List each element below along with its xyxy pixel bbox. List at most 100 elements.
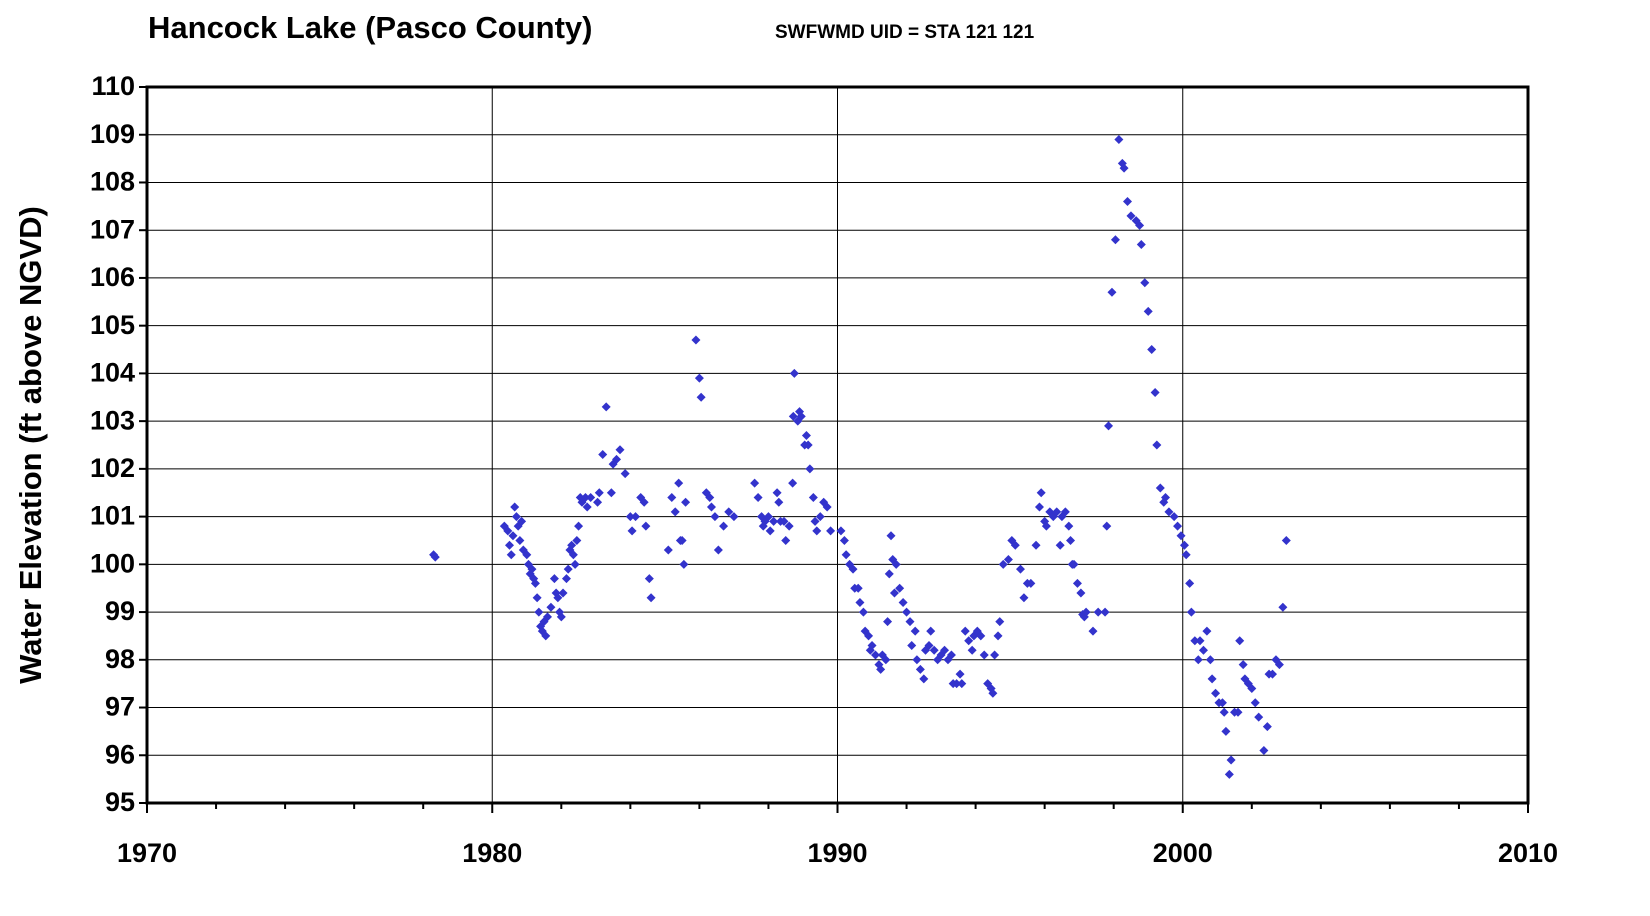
data-point [553, 593, 563, 603]
data-point [568, 550, 578, 560]
data-point [853, 583, 863, 593]
data-point [1019, 593, 1029, 603]
data-point [729, 512, 739, 522]
data-point [567, 540, 577, 550]
data-point [541, 631, 551, 641]
data-point [574, 521, 584, 531]
data-point [796, 411, 806, 421]
data-point [784, 521, 794, 531]
data-point [1160, 493, 1170, 503]
data-point [1164, 507, 1174, 517]
data-point [674, 478, 684, 488]
data-point [808, 493, 818, 503]
data-point [670, 507, 680, 517]
data-point [1123, 197, 1133, 207]
data-point [789, 368, 799, 378]
data-point [993, 631, 1003, 641]
data-point [1233, 707, 1243, 717]
data-point [1179, 540, 1189, 550]
data-point [646, 593, 656, 603]
data-point [1114, 135, 1124, 145]
data-point [542, 612, 552, 622]
y-tick-label: 99 [105, 596, 135, 626]
data-point [677, 535, 687, 545]
data-point [679, 559, 689, 569]
data-point [710, 512, 720, 522]
data-point [1110, 235, 1120, 245]
data-point [1034, 502, 1044, 512]
data-point [1104, 421, 1114, 431]
data-point [1100, 607, 1110, 617]
y-tick-label: 104 [90, 358, 135, 388]
data-point [884, 569, 894, 579]
data-point [886, 531, 896, 541]
data-point [620, 469, 630, 479]
data-point [508, 531, 518, 541]
data-point [858, 607, 868, 617]
data-point [1193, 655, 1203, 665]
data-point [769, 516, 779, 526]
y-tick-label: 108 [90, 167, 135, 197]
data-point [534, 607, 544, 617]
data-point [517, 516, 527, 526]
data-point [1211, 688, 1221, 698]
data-point [641, 521, 651, 531]
data-point [1268, 669, 1278, 679]
data-point [663, 545, 673, 555]
data-point [1135, 220, 1145, 230]
data-point [681, 497, 691, 507]
x-tick-label: 2010 [1498, 838, 1558, 868]
data-point [753, 493, 763, 503]
data-point [631, 512, 641, 522]
data-point [1015, 564, 1025, 574]
data-point [955, 669, 965, 679]
y-tick-label: 100 [90, 548, 135, 578]
data-point [957, 679, 967, 689]
data-point [788, 478, 798, 488]
data-point [990, 650, 1000, 660]
y-tick-label: 102 [90, 453, 135, 483]
data-point [1278, 602, 1288, 612]
data-point [582, 502, 592, 512]
data-point [998, 559, 1008, 569]
data-point [667, 493, 677, 503]
data-point [812, 526, 822, 536]
data-point [705, 493, 715, 503]
data-point [926, 626, 936, 636]
data-point [506, 550, 516, 560]
data-point [946, 650, 956, 660]
data-point [1136, 240, 1146, 250]
y-tick-label: 101 [90, 501, 135, 531]
data-point [1262, 722, 1272, 732]
data-point [822, 502, 832, 512]
data-point [895, 583, 905, 593]
data-point [826, 526, 836, 536]
data-point [1119, 163, 1129, 173]
data-point [967, 645, 977, 655]
data-point [1143, 306, 1153, 316]
data-point [503, 526, 513, 536]
data-point [625, 512, 635, 522]
data-point [1235, 636, 1245, 646]
data-point [855, 598, 865, 608]
data-point [952, 679, 962, 689]
data-point [1186, 607, 1196, 617]
data-point [1036, 488, 1046, 498]
data-point [1081, 607, 1091, 617]
data-point [841, 550, 851, 560]
data-point [848, 564, 858, 574]
data-point [867, 640, 877, 650]
data-point [530, 578, 540, 588]
data-point [815, 512, 825, 522]
data-point [995, 617, 1005, 627]
y-tick-label: 98 [105, 644, 135, 674]
chart-title: Hancock Lake (Pasco County) [148, 10, 592, 45]
data-point [1226, 755, 1236, 765]
data-point [836, 526, 846, 536]
data-point [511, 512, 521, 522]
data-point [1069, 559, 1079, 569]
data-point [919, 674, 929, 684]
data-point [1185, 578, 1195, 588]
data-point [870, 650, 880, 660]
